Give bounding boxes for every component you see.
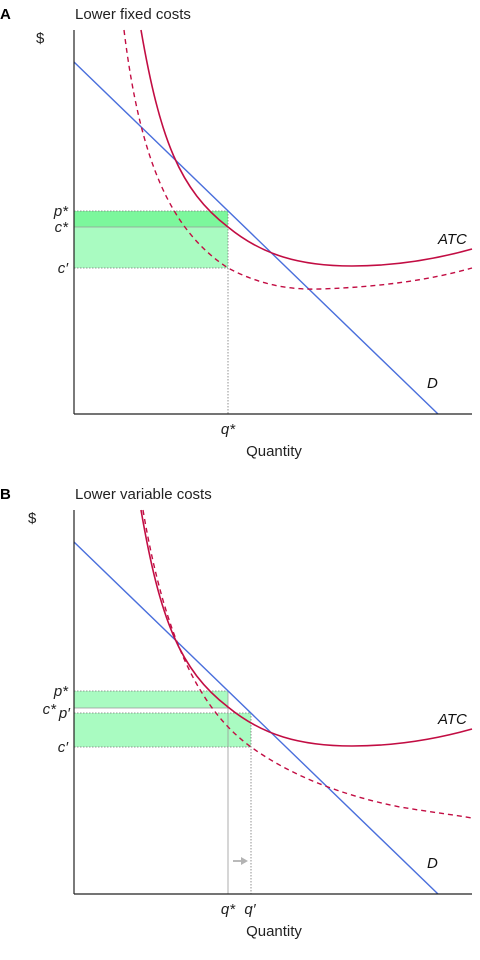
- panel-b-letter: B: [0, 486, 11, 503]
- panel-a-atc-curve: [140, 29, 473, 267]
- panel-a-demand-curve: [73, 61, 439, 415]
- panel-a: A Lower fixed costs $ p* c* c′ q* Quanti…: [0, 6, 473, 460]
- panel-a-c-new-tick: c′: [58, 260, 70, 277]
- panel-b-quantity-shift-arrowhead: [241, 857, 248, 865]
- panel-a-x-axis-label: Quantity: [246, 443, 302, 460]
- panel-b-atc-curve: [140, 509, 473, 747]
- panel-a-atc-label: ATC: [437, 231, 467, 248]
- panel-a-y-axis-label: $: [36, 30, 45, 47]
- panel-b-new-profit-area: [74, 713, 251, 747]
- panel-a-original-profit-area: [74, 211, 228, 227]
- panel-b-c-tick: c*: [43, 701, 58, 718]
- panel-b-p-new-tick: p′: [58, 705, 71, 722]
- panel-b-demand-curve: [73, 541, 439, 895]
- panel-b-q-new-tick: q′: [244, 901, 256, 918]
- panel-a-c-tick: c*: [55, 219, 70, 236]
- panel-b-y-axis-label: $: [28, 510, 37, 527]
- panel-a-letter: A: [0, 6, 11, 23]
- panel-a-demand-label: D: [427, 375, 438, 392]
- panel-b-c-new-tick: c′: [58, 739, 70, 756]
- panel-b-x-axis-label: Quantity: [246, 923, 302, 940]
- panel-a-atc-new-curve: [123, 29, 473, 290]
- panel-b-p-tick: p*: [53, 683, 69, 700]
- panel-b-original-profit-area: [74, 691, 228, 708]
- panel-a-title: Lower fixed costs: [75, 6, 191, 23]
- panel-b-q-tick: q*: [221, 901, 236, 918]
- panel-a-p-tick: p*: [53, 203, 69, 220]
- panel-b: B Lower variable costs $ p* c* p′ c′ q* …: [0, 486, 473, 940]
- panel-b-title: Lower variable costs: [75, 486, 212, 503]
- panel-a-q-tick: q*: [221, 421, 236, 438]
- panel-b-demand-label: D: [427, 855, 438, 872]
- panel-b-atc-label: ATC: [437, 711, 467, 728]
- panel-b-atc-new-curve: [142, 509, 473, 819]
